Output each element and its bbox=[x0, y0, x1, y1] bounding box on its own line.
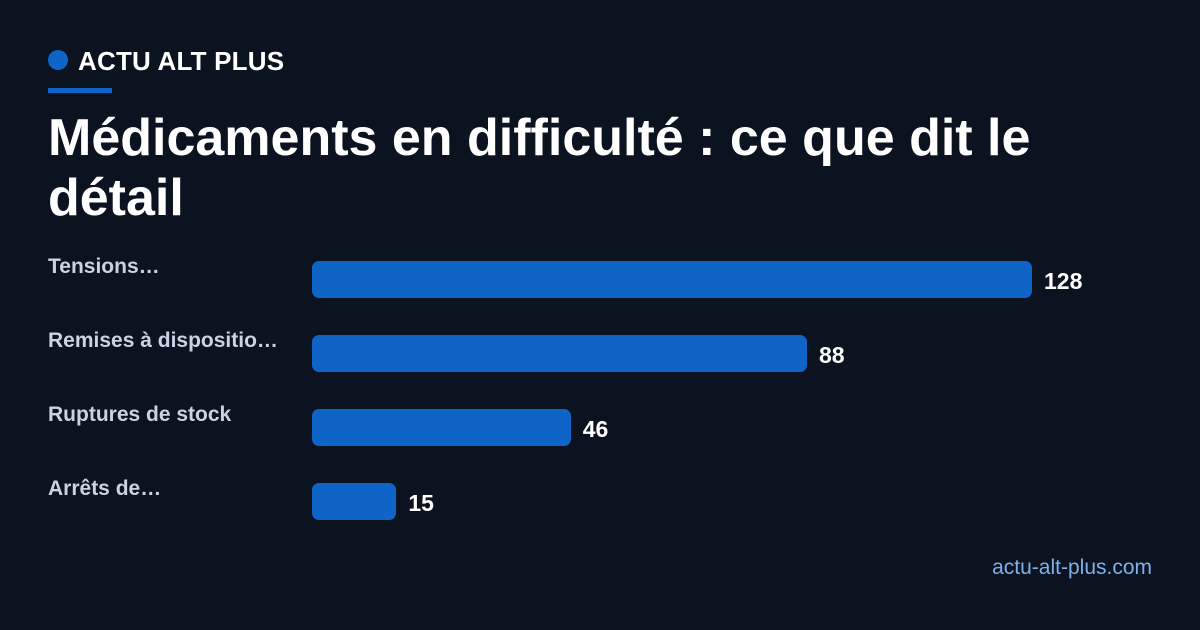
bar-row: Ruptures de stock 46 bbox=[0, 398, 1200, 446]
bar-value-label: 128 bbox=[1044, 268, 1083, 294]
brand-underline bbox=[48, 88, 112, 93]
bar-category-label: Remises à dispositio… bbox=[48, 329, 278, 352]
bar-category-label: Arrêts de… bbox=[48, 477, 162, 500]
bar-category-label: Ruptures de stock bbox=[48, 403, 232, 426]
brand-name: ACTU ALT PLUS bbox=[78, 46, 285, 76]
brand: ACTU ALT PLUS bbox=[48, 46, 284, 77]
bar-row: Tensions… 128 bbox=[0, 250, 1200, 298]
bar-chart: Tensions… 128 Remises à dispositio… 88 Ruptu… bbox=[0, 250, 1200, 540]
bar-row: Arrêts de… 15 bbox=[0, 472, 1200, 520]
brand-dot-icon bbox=[48, 49, 68, 70]
bar-value-label: 88 bbox=[819, 342, 845, 368]
bar bbox=[312, 409, 571, 446]
bar bbox=[312, 483, 397, 520]
bar-value-label: 15 bbox=[408, 490, 434, 516]
footer-url: actu-alt-plus.com bbox=[992, 556, 1152, 579]
page-title: Médicaments en difficulté : ce que dit l… bbox=[48, 109, 1031, 227]
bar bbox=[312, 261, 1032, 298]
bar-row: Remises à dispositio… 88 bbox=[0, 324, 1200, 372]
bar-value-label: 46 bbox=[582, 416, 609, 442]
bar-category-label: Tensions… bbox=[48, 255, 160, 278]
bar bbox=[312, 335, 807, 372]
